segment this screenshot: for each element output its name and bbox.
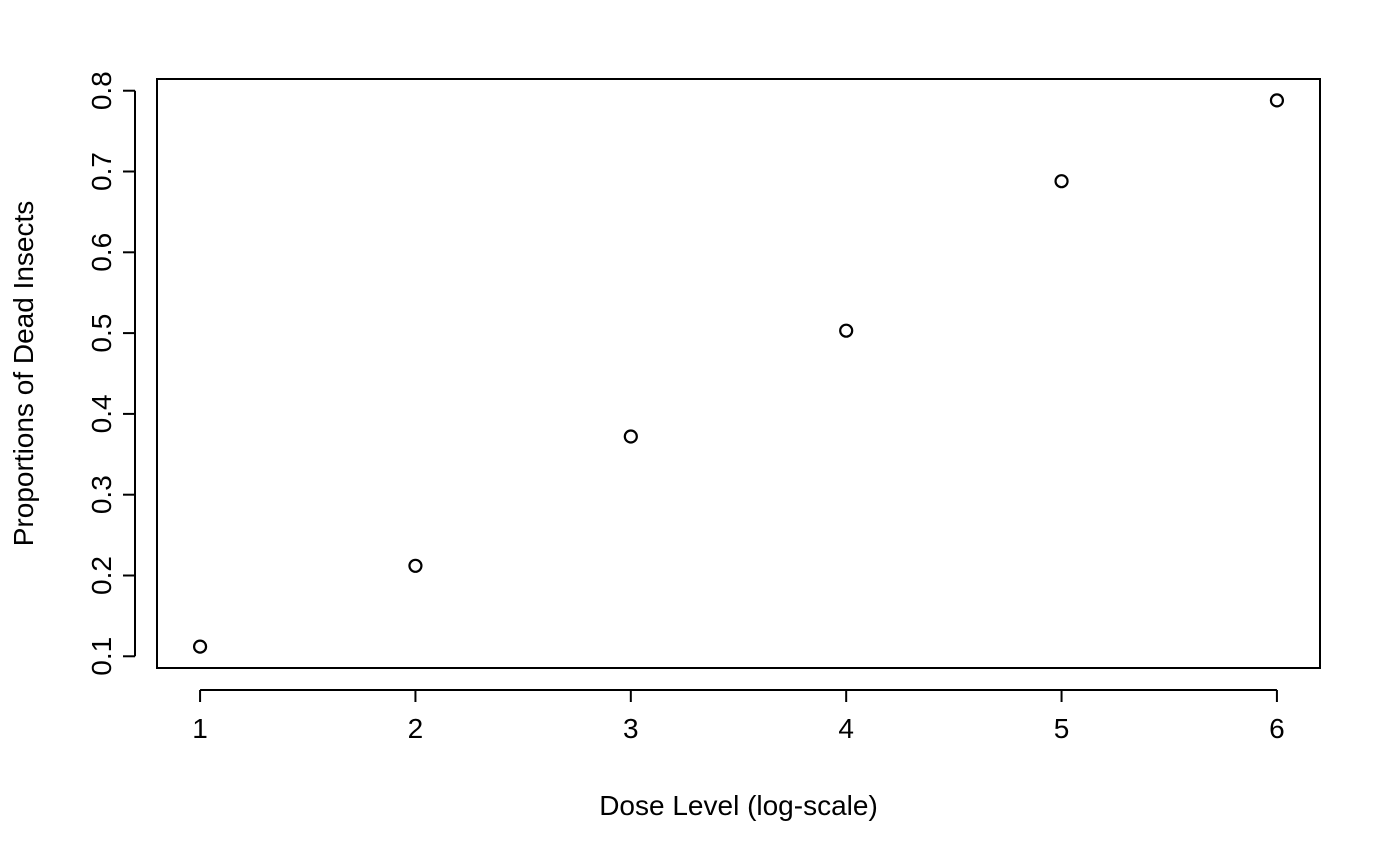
data-point <box>839 323 854 338</box>
data-points <box>192 93 1285 654</box>
data-point <box>623 429 638 444</box>
y-tick-label: 0.7 <box>86 152 117 191</box>
x-tick-label: 2 <box>408 713 424 744</box>
x-tick-label: 1 <box>192 713 208 744</box>
y-tick-label: 0.1 <box>86 637 117 676</box>
y-tick-label: 0.6 <box>86 233 117 272</box>
y-tick-label: 0.8 <box>86 71 117 110</box>
data-point <box>1269 93 1285 108</box>
data-point <box>408 558 423 573</box>
y-tick-label: 0.4 <box>86 394 117 433</box>
y-tick-label: 0.3 <box>86 475 117 514</box>
y-tick-label: 0.5 <box>86 314 117 353</box>
x-tick-label: 4 <box>838 713 854 744</box>
x-axis-label: Dose Level (log-scale) <box>599 790 878 821</box>
x-axis: 1 2 3 4 5 6 <box>192 689 1285 744</box>
x-tick-label: 3 <box>623 713 639 744</box>
y-tick-label: 0.2 <box>86 556 117 595</box>
x-tick-label: 6 <box>1269 713 1285 744</box>
y-axis: 0.1 0.2 0.3 0.4 0.5 0.6 0.7 0.8 <box>86 71 136 676</box>
x-tick-label: 5 <box>1054 713 1070 744</box>
plot-frame <box>156 78 1321 669</box>
y-axis-label: Proportions of Dead Insects <box>8 201 39 547</box>
data-point <box>192 639 208 654</box>
data-point <box>1054 174 1069 189</box>
